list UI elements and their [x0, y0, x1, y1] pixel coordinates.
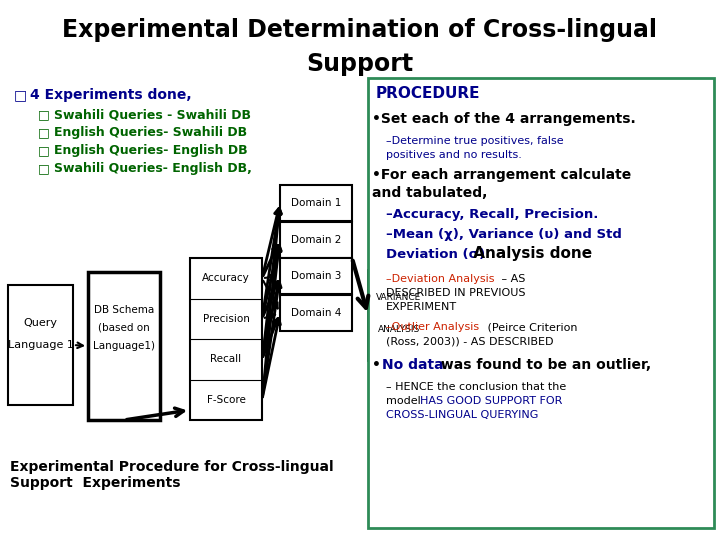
Text: –Mean (χ), Variance (υ) and Std: –Mean (χ), Variance (υ) and Std — [386, 228, 622, 241]
Text: Domain 2: Domain 2 — [291, 235, 341, 245]
Text: DESCRIBED IN PREVIOUS: DESCRIBED IN PREVIOUS — [386, 288, 526, 298]
Bar — [190, 258, 262, 420]
Text: Swahili Queries - Swahili DB: Swahili Queries - Swahili DB — [54, 108, 251, 121]
Bar — [280, 185, 352, 221]
Text: Swahili Queries- English DB,: Swahili Queries- English DB, — [54, 162, 252, 175]
Text: model: model — [386, 396, 424, 406]
Bar — [88, 272, 160, 420]
Text: Domain 4: Domain 4 — [291, 308, 341, 318]
Text: positives and no results.: positives and no results. — [386, 150, 522, 160]
Text: □: □ — [38, 162, 50, 175]
Text: •: • — [372, 358, 381, 372]
Text: – AS: – AS — [498, 274, 526, 284]
Text: and tabulated,: and tabulated, — [372, 186, 487, 200]
Text: English Queries- Swahili DB: English Queries- Swahili DB — [54, 126, 247, 139]
Text: – HENCE the conclusion that the: – HENCE the conclusion that the — [386, 382, 566, 392]
Text: EXPERIMENT: EXPERIMENT — [386, 302, 457, 312]
Text: □: □ — [38, 126, 50, 139]
Text: was found to be an outlier,: was found to be an outlier, — [436, 358, 651, 372]
Text: Support  Experiments: Support Experiments — [10, 476, 181, 490]
Text: (Peirce Criterion: (Peirce Criterion — [484, 322, 577, 332]
Text: Accuracy: Accuracy — [202, 273, 250, 284]
Text: □: □ — [38, 108, 50, 121]
Text: Experimental Procedure for Cross-lingual: Experimental Procedure for Cross-lingual — [10, 460, 333, 474]
Text: Language1): Language1) — [93, 341, 155, 351]
Text: –Deviation Analysis: –Deviation Analysis — [386, 274, 495, 284]
Text: –Determine true positives, false: –Determine true positives, false — [386, 136, 564, 146]
Text: PROCEDURE: PROCEDURE — [376, 86, 480, 101]
Text: □: □ — [38, 144, 50, 157]
Text: –Accuracy, Recall, Precision.: –Accuracy, Recall, Precision. — [386, 208, 598, 221]
Text: (based on: (based on — [98, 323, 150, 333]
Text: Analysis done: Analysis done — [468, 246, 592, 261]
Text: Precision: Precision — [202, 314, 249, 324]
Bar — [368, 270, 430, 360]
Text: Experimental Determination of Cross-lingual: Experimental Determination of Cross-ling… — [63, 18, 657, 42]
Text: English Queries- English DB: English Queries- English DB — [54, 144, 248, 157]
Text: (Ross, 2003)) - AS DESCRIBED: (Ross, 2003)) - AS DESCRIBED — [386, 336, 554, 346]
Text: HAS GOOD SUPPORT FOR: HAS GOOD SUPPORT FOR — [420, 396, 562, 406]
Text: DB Schema: DB Schema — [94, 305, 154, 315]
Text: Support: Support — [307, 52, 413, 76]
Text: Domain 1: Domain 1 — [291, 198, 341, 208]
Text: Domain 3: Domain 3 — [291, 271, 341, 281]
Text: Deviation (σ): Deviation (σ) — [386, 248, 485, 261]
Text: Language 1: Language 1 — [8, 340, 73, 350]
Text: □: □ — [14, 88, 27, 102]
Text: –Outlier Analysis: –Outlier Analysis — [386, 322, 479, 332]
Text: F-Score: F-Score — [207, 395, 246, 405]
Bar — [280, 258, 352, 294]
Text: Recall: Recall — [210, 354, 242, 364]
Bar — [280, 222, 352, 258]
Bar — [280, 295, 352, 331]
Text: ANALYSIS: ANALYSIS — [378, 326, 420, 334]
Text: CROSS-LINGUAL QUERYING: CROSS-LINGUAL QUERYING — [386, 410, 539, 420]
Bar — [8, 285, 73, 405]
Text: •For each arrangement calculate: •For each arrangement calculate — [372, 168, 631, 182]
Bar — [368, 78, 714, 528]
Text: Query: Query — [24, 318, 58, 328]
Text: VARIANCE: VARIANCE — [377, 294, 422, 302]
Text: 4 Experiments done,: 4 Experiments done, — [30, 88, 192, 102]
Text: •Set each of the 4 arrangements.: •Set each of the 4 arrangements. — [372, 112, 636, 126]
Text: No data: No data — [382, 358, 444, 372]
